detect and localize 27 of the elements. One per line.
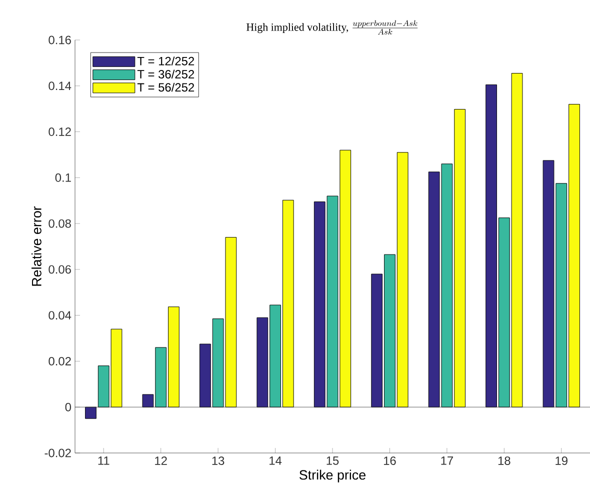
- y-tick-label: -0.02: [44, 448, 71, 458]
- legend-label: T = 12/252: [137, 56, 194, 66]
- y-tick-label: 0.1: [55, 173, 71, 182]
- y-tick-label: 0.14: [48, 82, 72, 90]
- x-tick-label: 13: [212, 456, 224, 465]
- y-tick-label: 0.04: [48, 311, 72, 320]
- y-tick-label: 0.08: [48, 219, 71, 228]
- y-tick-label: 0: [65, 402, 72, 412]
- x-tick-label: 11: [98, 456, 110, 465]
- legend-label: T = 36/252: [137, 70, 194, 78]
- y-tick-label: 0.02: [48, 356, 71, 366]
- y-tick-label: 0.12: [48, 128, 71, 136]
- chart-title: High implied volatility,: [246, 23, 348, 34]
- chart-subtitle: $\frac{upperbound-Ask}{Ask}$: [352, 20, 418, 35]
- x-tick-label: 17: [441, 456, 453, 465]
- legend-label: T = 56/252: [137, 82, 194, 92]
- bar: [85, 406, 96, 419]
- x-tick-label: 15: [326, 456, 339, 465]
- y-axis-title: Relative error: [32, 206, 42, 286]
- x-tick-label: 16: [384, 456, 396, 465]
- y-tick-label: 0.06: [48, 265, 71, 274]
- x-tick-label: 14: [270, 456, 282, 465]
- y-tick-label: 0.16: [48, 36, 71, 44]
- x-tick-label: 12: [155, 456, 167, 465]
- x-tick-label: 18: [498, 456, 510, 465]
- x-tick-label: 19: [556, 456, 568, 465]
- x-axis-title: Strike price: [299, 470, 366, 482]
